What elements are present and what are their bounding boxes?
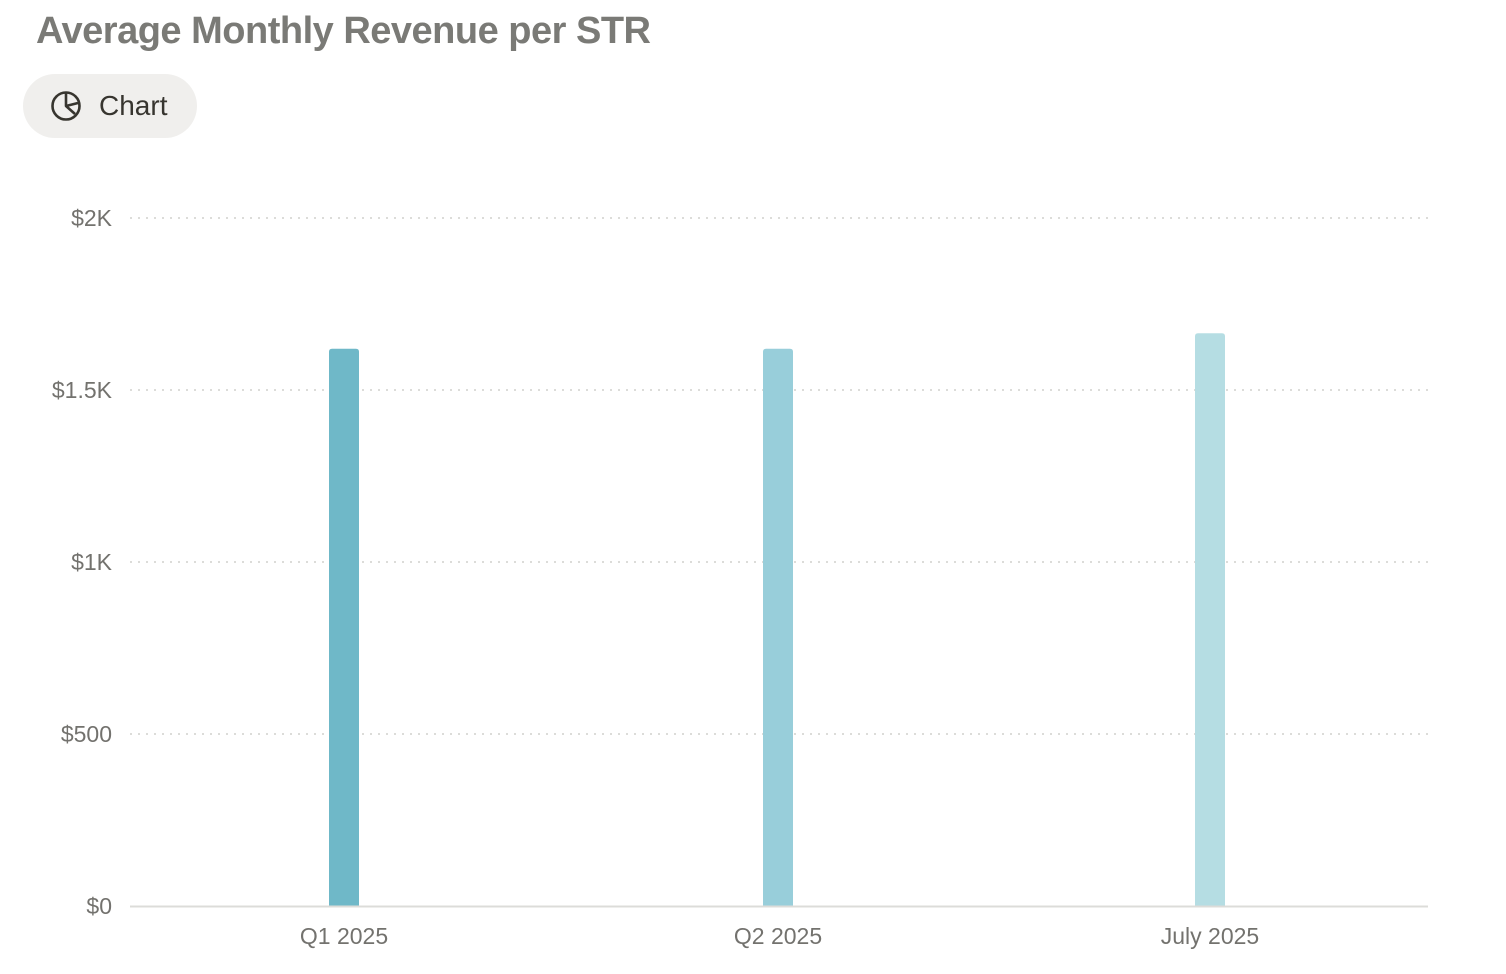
- bar-q1-2025[interactable]: [329, 348, 359, 907]
- x-tick-label: Q1 2025: [300, 923, 388, 949]
- chart-view-button-label: Chart: [99, 90, 168, 121]
- bar-q2-2025[interactable]: [763, 348, 793, 907]
- y-tick-label: $500: [61, 721, 112, 747]
- x-tick-label: July 2025: [1161, 923, 1259, 949]
- chart-title: Average Monthly Revenue per STR: [36, 10, 651, 52]
- pie-chart-icon: [51, 91, 81, 121]
- y-tick-label: $2K: [71, 205, 113, 231]
- y-tick-label: $1.5K: [52, 377, 113, 403]
- bars: [329, 333, 1225, 907]
- chart-view-button[interactable]: Chart: [23, 74, 197, 138]
- x-tick-label: Q2 2025: [734, 923, 822, 949]
- y-tick-label: $0: [86, 893, 112, 919]
- x-axis-ticks: Q1 2025 Q2 2025 July 2025: [300, 923, 1259, 949]
- y-axis-ticks: $0 $500 $1K $1.5K $2K: [52, 205, 113, 919]
- bar-july-2025[interactable]: [1195, 333, 1225, 906]
- y-tick-label: $1K: [71, 549, 113, 575]
